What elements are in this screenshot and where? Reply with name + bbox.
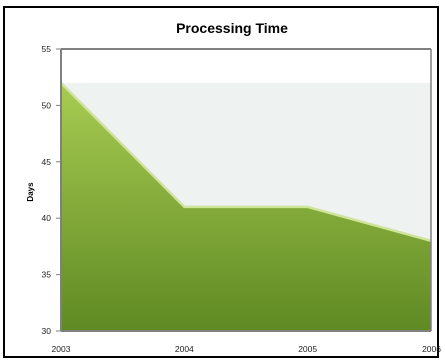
y-tick-label: 45 xyxy=(42,157,52,167)
y-tick-label: 40 xyxy=(42,213,52,223)
y-tick-label: 35 xyxy=(42,270,52,280)
x-tick-label: 2004 xyxy=(175,344,194,354)
y-axis-label: Days xyxy=(26,182,35,202)
x-tick-label: 2003 xyxy=(52,344,71,354)
x-tick-label: 2006 xyxy=(422,344,441,354)
y-tick-label: 50 xyxy=(42,100,52,110)
y-tick-label: 55 xyxy=(42,44,52,54)
area-series-edge-0 xyxy=(60,81,432,242)
x-tick-label: 2005 xyxy=(298,344,317,354)
y-tick-label: 30 xyxy=(42,326,52,336)
chart-title: Processing Time xyxy=(176,20,288,36)
